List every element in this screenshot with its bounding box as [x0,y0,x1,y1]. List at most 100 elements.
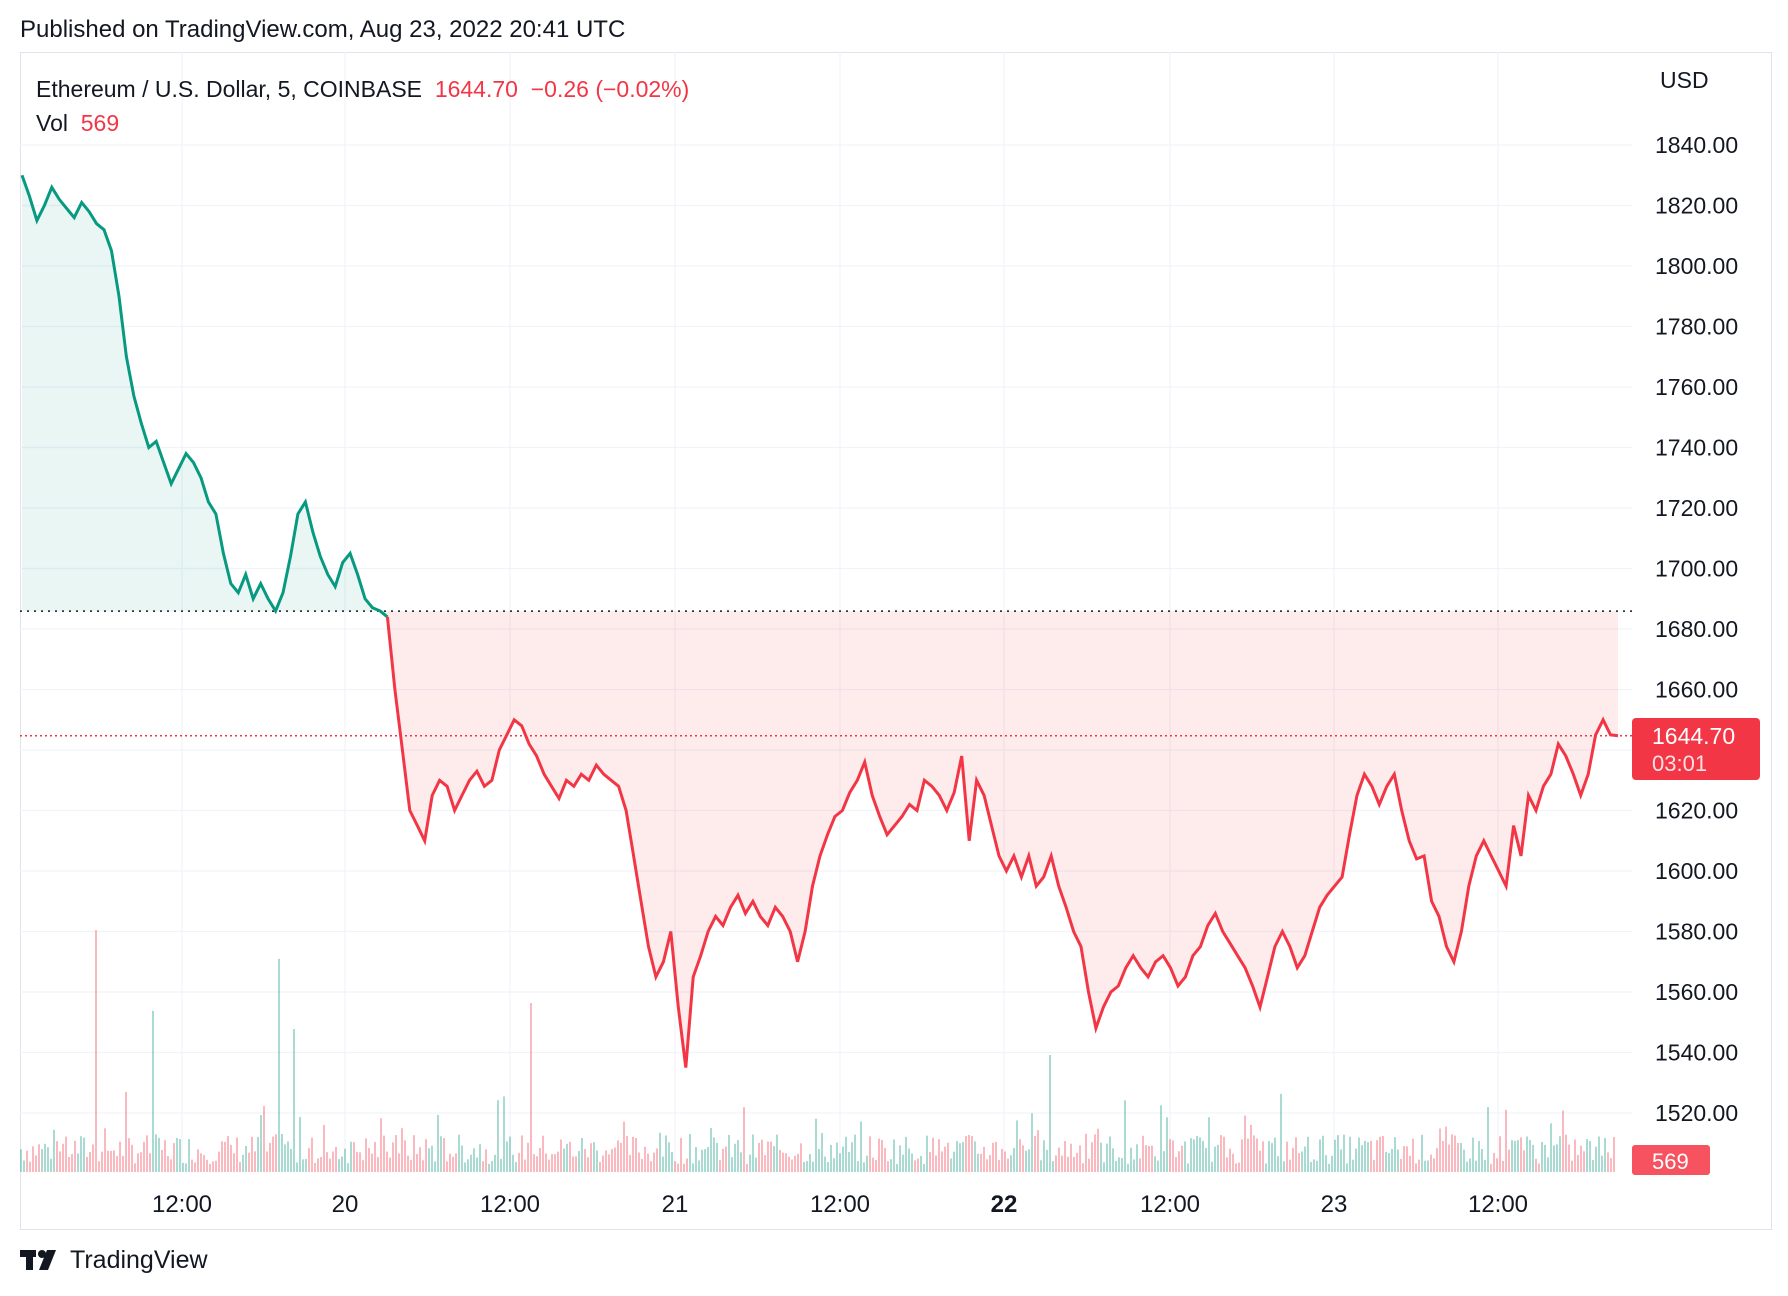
volume-bar [1193,1139,1195,1172]
y-tick-label: 1580.00 [1655,919,1738,945]
volume-bar [284,1144,286,1172]
volume-bar [269,1142,271,1172]
volume-bar [461,1145,463,1172]
volume-bar [1088,1158,1090,1172]
last-price-badge-value: 1644.70 [1652,723,1735,749]
volume-bar [1487,1107,1489,1172]
volume-bar [887,1161,889,1172]
volume-bar [1190,1138,1192,1172]
volume-bar [1298,1153,1300,1172]
volume-bar [695,1147,697,1172]
volume-bar [1568,1144,1570,1172]
volume-bar [1382,1135,1384,1172]
volume-bar [1472,1137,1474,1172]
brand-name: TradingView [70,1246,208,1274]
volume-bar [431,1145,433,1172]
volume-bar [1205,1147,1207,1172]
volume-bar [1601,1155,1603,1172]
volume-bar [389,1157,391,1172]
volume-bar [1613,1137,1615,1172]
volume-bar [779,1149,781,1172]
volume-bar [1022,1145,1024,1172]
volume-bar [1061,1155,1063,1172]
volume-bar [1151,1145,1153,1172]
volume-bar [1217,1144,1219,1172]
volume-bar [1313,1159,1315,1172]
volume-bar [1463,1149,1465,1172]
volume-bar [914,1160,916,1172]
volume-bar [830,1144,832,1172]
volume-bar [473,1148,475,1172]
volume-bar [326,1152,328,1172]
volume-bar [881,1139,883,1172]
volume-bar [251,1136,253,1172]
volume-bar [131,1144,133,1172]
volume-bar [20,1149,22,1172]
volume-bar [182,1162,184,1172]
volume-bar [1544,1144,1546,1172]
volume-bar [1118,1157,1120,1172]
volume-bar [1283,1161,1285,1172]
volume-bar [50,1158,52,1172]
volume-bar [104,1128,106,1172]
volume-bar [143,1141,145,1172]
tradingview-footer[interactable]: TradingView [20,1246,208,1275]
volume-bar [1016,1120,1018,1172]
volume-bar [134,1163,136,1172]
volume-bar [1211,1161,1213,1172]
volume-bar [41,1149,43,1172]
volume-bar [1175,1157,1177,1172]
volume-bar [1484,1160,1486,1172]
volume-bar [788,1156,790,1172]
volume-bar [1427,1160,1429,1172]
y-tick-label: 1520.00 [1655,1100,1738,1126]
volume-bar [734,1143,736,1172]
volume-bar [902,1154,904,1172]
volume-bar [302,1159,304,1172]
volume-bar [458,1134,460,1172]
volume-bar [161,1149,163,1172]
volume-bar [998,1159,1000,1172]
volume-bar [518,1152,520,1172]
volume-bar [869,1136,871,1172]
volume-bar [236,1137,238,1172]
volume-bar [863,1162,865,1172]
volume-bar [254,1151,256,1172]
volume-bar [1499,1136,1501,1172]
volume-bar [1109,1136,1111,1172]
volume-bar [1124,1100,1126,1172]
volume-bar [272,1136,274,1172]
volume-bar [32,1146,34,1172]
volume-bar [1343,1134,1345,1172]
volume-bar [617,1140,619,1172]
x-axis-ticks: 12:00 20 12:00 21 12:00 22 12:00 23 12:00 [152,1191,1528,1218]
y-tick-label: 1820.00 [1655,193,1738,219]
volume-bar [1112,1148,1114,1172]
volume-bar [677,1163,679,1172]
volume-bar [194,1162,196,1172]
volume-bar [842,1146,844,1172]
volume-bar [1235,1163,1237,1172]
volume-bar [1367,1142,1369,1172]
volume-bar [1478,1140,1480,1172]
volume-bar [809,1154,811,1172]
volume-bar [770,1141,772,1172]
volume-bar [1532,1144,1534,1172]
y-tick-label: 1760.00 [1655,374,1738,400]
volume-bar [1586,1139,1588,1172]
volume-bar [53,1129,55,1172]
volume-bar [599,1161,601,1172]
volume-bar [62,1143,64,1172]
volume-bar [1385,1151,1387,1172]
volume-badge-value: 569 [1652,1149,1689,1174]
volume-bar [872,1157,874,1172]
y-tick-label: 1740.00 [1655,435,1738,461]
volume-bar [671,1152,673,1172]
volume-bar [512,1154,514,1172]
chart-frame[interactable] [20,52,1772,1230]
volume-bar [1331,1155,1333,1172]
volume-bar [1229,1148,1231,1172]
volume-bar [1571,1160,1573,1172]
volume-bar [683,1163,685,1172]
